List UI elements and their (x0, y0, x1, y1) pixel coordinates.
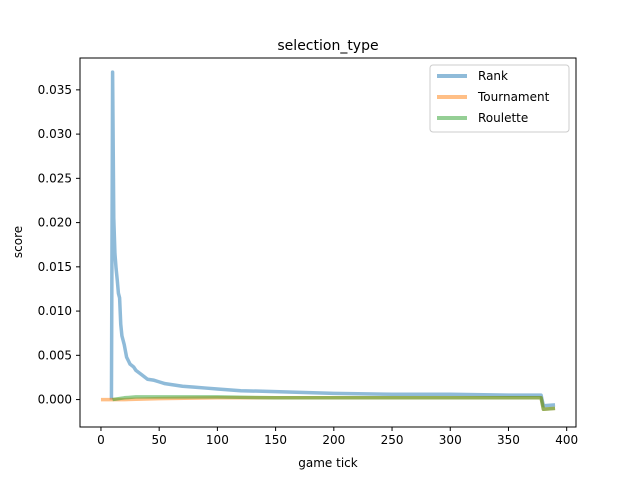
x-tick-label: 200 (322, 433, 345, 447)
y-tick-label: 0.000 (38, 393, 72, 407)
y-tick-label: 0.035 (38, 83, 72, 97)
x-tick-label: 250 (381, 433, 404, 447)
x-axis-label: game tick (298, 456, 357, 470)
x-tick-label: 350 (497, 433, 520, 447)
y-tick-label: 0.010 (38, 304, 72, 318)
axes-frame (79, 57, 577, 428)
chart-title: selection_type (277, 38, 378, 54)
y-tick-label: 0.005 (38, 348, 72, 362)
legend-label-rank: Rank (478, 69, 508, 83)
x-tick-label: 400 (555, 433, 578, 447)
x-axis: 0 50 100 150 200 250 300 350 400 (97, 427, 578, 447)
y-tick-label: 0.025 (38, 171, 72, 185)
legend: Rank Tournament Roulette (429, 64, 570, 133)
x-tick-label: 0 (97, 433, 105, 447)
y-tick-label: 0.015 (38, 260, 72, 274)
x-tick-label: 50 (152, 433, 167, 447)
legend-label-roulette: Roulette (478, 111, 528, 125)
x-tick-label: 300 (439, 433, 462, 447)
y-tick-label: 0.030 (38, 127, 72, 141)
y-axis-label: score (11, 226, 25, 258)
x-tick-label: 150 (264, 433, 287, 447)
series-layer (100, 70, 556, 412)
legend-label-tournament: Tournament (477, 90, 550, 104)
y-axis: 0.000 0.005 0.010 0.015 0.020 0.025 0.030 0.035 (38, 83, 80, 407)
x-tick-label: 100 (206, 433, 229, 447)
series-line-rank (109, 70, 556, 408)
y-tick-label: 0.020 (38, 216, 72, 230)
series-line-roulette (112, 395, 556, 412)
legend-box (429, 64, 570, 133)
